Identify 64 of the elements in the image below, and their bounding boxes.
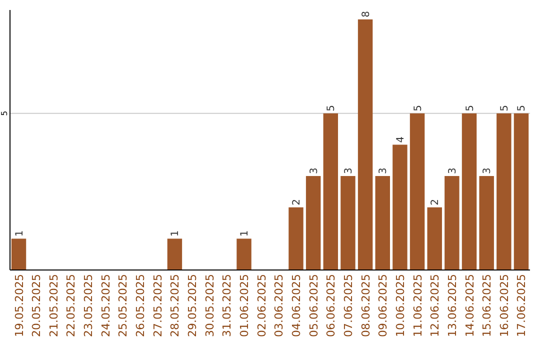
bar [462, 113, 477, 270]
bar [427, 207, 442, 270]
x-tick-label: 20.05.2025 [30, 274, 44, 337]
bar [479, 176, 494, 270]
data-label: 3 [343, 168, 354, 174]
x-tick-label: 09.06.2025 [376, 274, 390, 337]
x-tick-label: 17.06.2025 [515, 274, 528, 337]
x-tick-label: 26.05.2025 [134, 274, 148, 337]
x-tick-label: 08.06.2025 [359, 274, 372, 337]
x-tick-label: 04.06.2025 [290, 274, 303, 337]
data-label: 5 [412, 105, 424, 112]
x-tick-label: 31.05.2025 [220, 274, 234, 337]
bar [323, 113, 338, 270]
x-tick-label: 06.06.2025 [324, 274, 338, 337]
x-tick-label: 15.06.2025 [480, 274, 494, 337]
x-tick-label: 30.05.2025 [203, 274, 216, 337]
bar [167, 238, 182, 270]
x-tick-label: 10.06.2025 [394, 274, 407, 337]
bar [444, 176, 460, 270]
x-tick-label: 07.06.2025 [342, 274, 355, 337]
data-label: 4 [395, 136, 406, 143]
x-tick-label: 19.05.2025 [12, 274, 26, 337]
x-tick-label: 28.05.2025 [168, 274, 182, 337]
bar [11, 238, 26, 270]
x-tick-label: 14.06.2025 [463, 274, 476, 337]
bar [288, 207, 304, 270]
bar [410, 113, 425, 270]
data-label: 5 [499, 105, 510, 112]
data-label: 1 [240, 230, 251, 237]
data-label: 5 [326, 105, 338, 112]
x-tick-label: 16.06.2025 [498, 274, 511, 337]
bar [306, 176, 321, 270]
bar [375, 176, 390, 270]
x-tick-label: 21.05.2025 [47, 274, 60, 337]
x-tick-label: 24.05.2025 [99, 274, 112, 337]
x-tick-label: 05.06.2025 [307, 274, 320, 337]
x-tick-label: 25.05.2025 [116, 274, 130, 337]
bar [340, 176, 356, 270]
data-label: 3 [482, 168, 494, 174]
bar [514, 113, 529, 270]
data-label: 3 [378, 168, 390, 174]
data-label: 1 [14, 230, 26, 237]
data-label: 8 [360, 11, 372, 18]
x-tick-label: 03.06.2025 [272, 274, 286, 337]
x-tick-label: 13.06.2025 [446, 274, 459, 337]
x-tick-label: 29.05.2025 [186, 274, 200, 337]
bar [236, 238, 252, 270]
x-tick-label: 22.05.2025 [64, 274, 78, 337]
bar [358, 19, 373, 270]
data-label: 5 [516, 105, 528, 112]
bar [496, 113, 512, 270]
x-tick-label: 11.06.2025 [411, 274, 424, 337]
bar [392, 144, 408, 270]
data-label: 3 [447, 168, 458, 174]
x-tick-label: 27.05.2025 [151, 274, 164, 337]
x-tick-label: 12.06.2025 [428, 274, 442, 337]
x-tick-label: 23.05.2025 [82, 274, 96, 337]
data-label: 5 [464, 105, 476, 112]
data-label: 2 [291, 198, 302, 206]
x-tick-label: 02.06.2025 [255, 274, 268, 337]
data-label: 2 [430, 198, 442, 206]
data-label: 3 [308, 168, 320, 174]
x-tick-label: 01.06.2025 [238, 274, 252, 337]
data-label: 1 [170, 230, 182, 237]
